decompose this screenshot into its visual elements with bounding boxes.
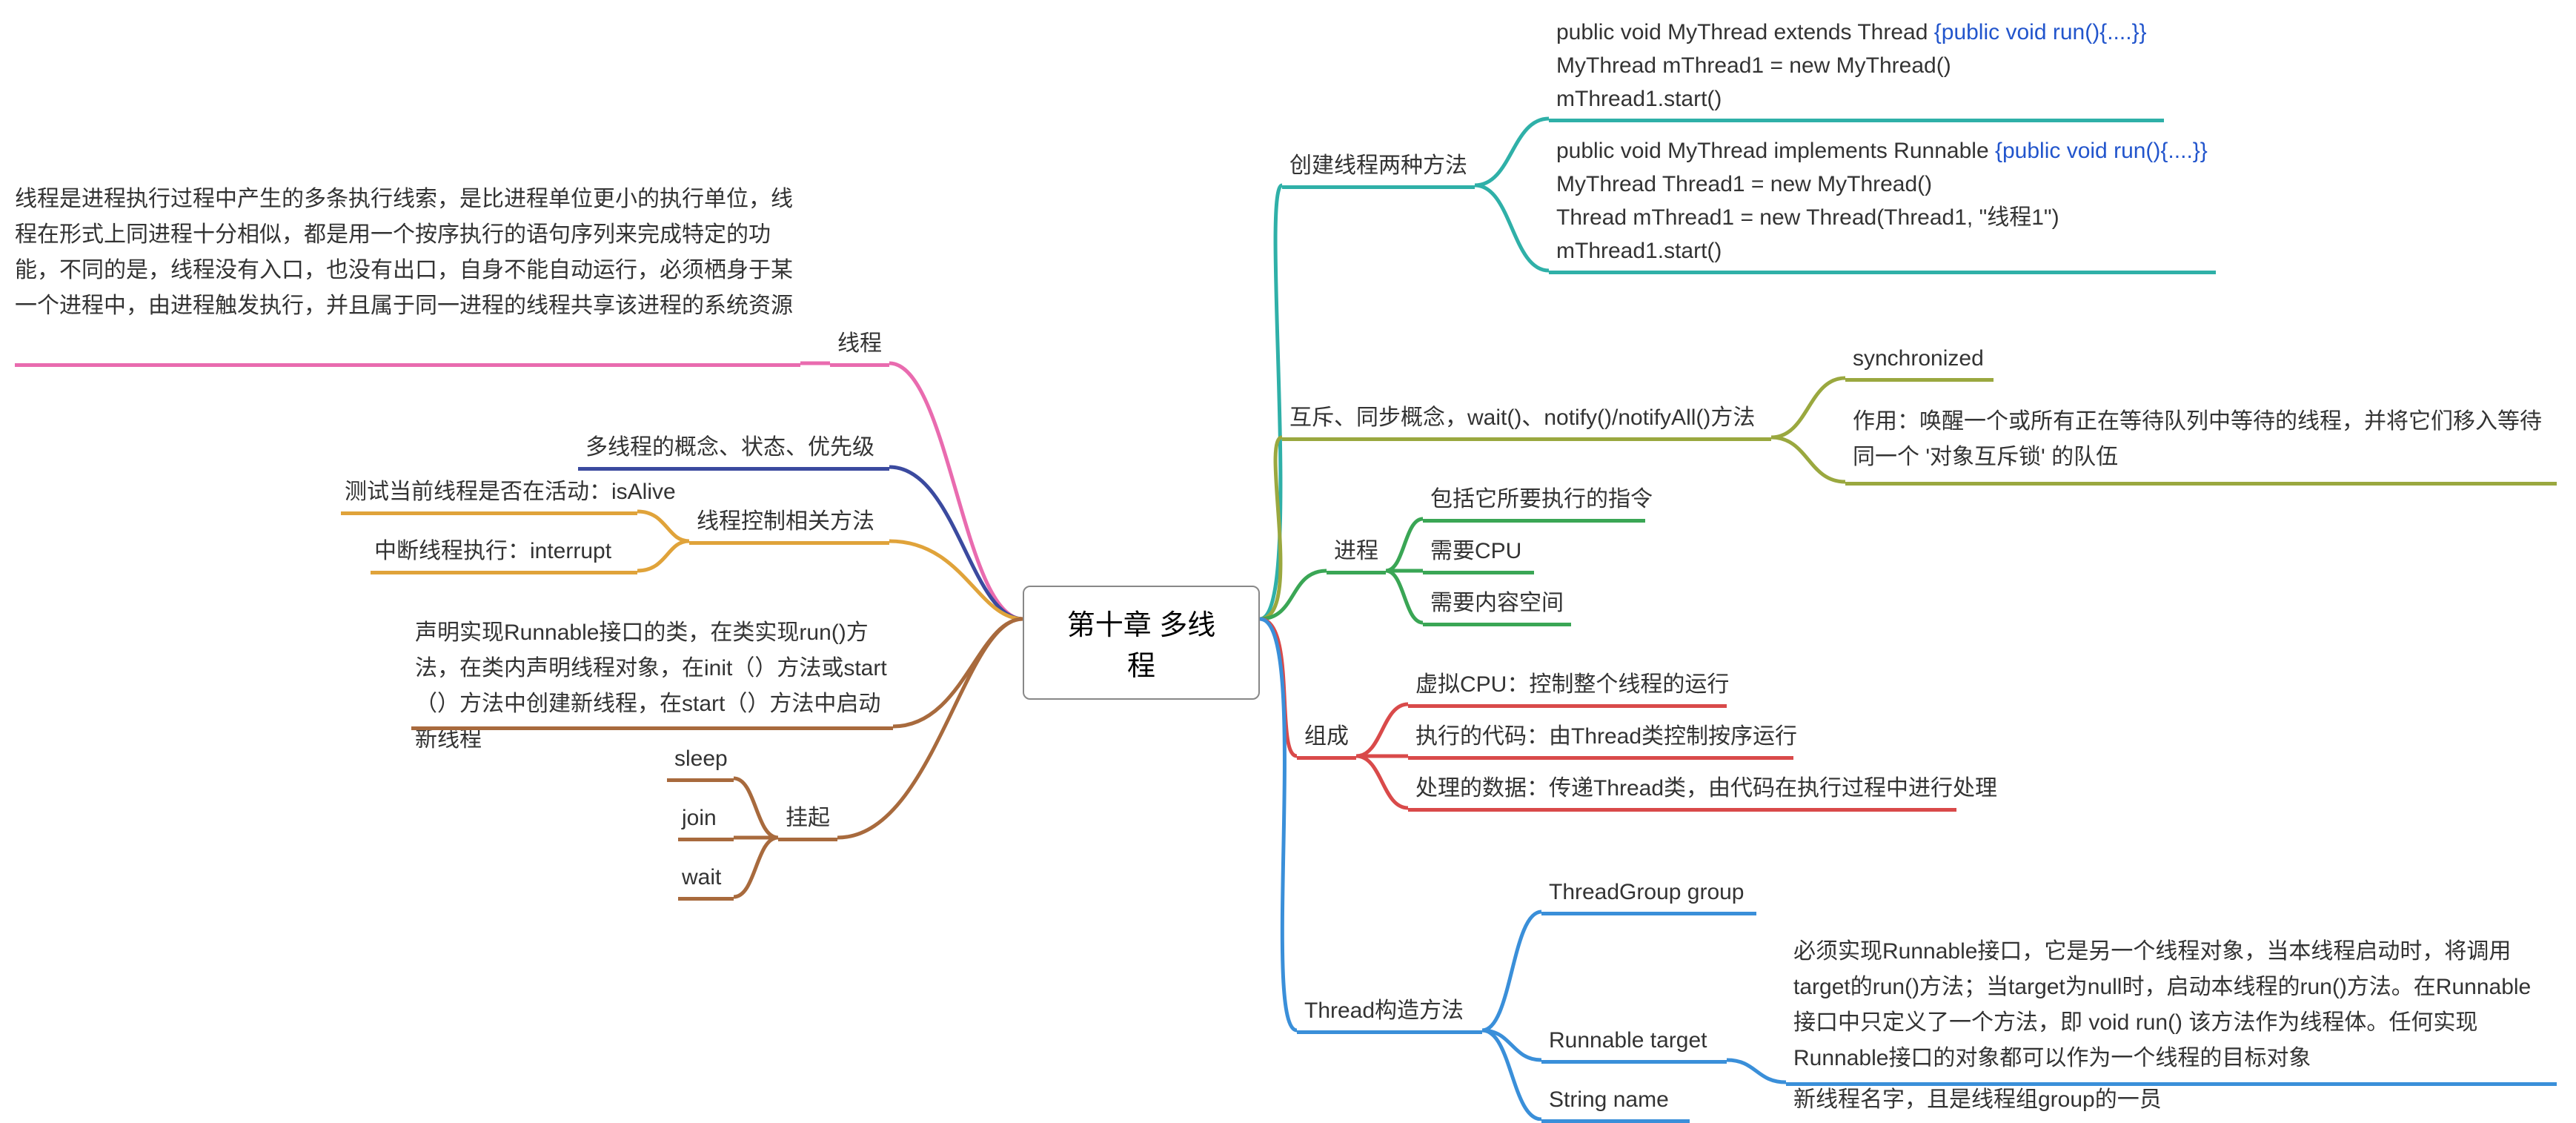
ul-c2 <box>1408 756 1793 760</box>
sleep-text: sleep <box>674 741 728 777</box>
ul-p1 <box>1423 519 1645 523</box>
comp-c2: 执行的代码：由Thread类控制按序运行 <box>1415 719 1797 755</box>
runnable-impl-text: 声明实现Runnable接口的类，在类实现run()方法，在类内声明线程对象，在… <box>415 615 889 758</box>
sync-text: synchronized <box>1853 341 1984 377</box>
process-c1: 包括它所要执行的指令 <box>1430 482 1653 517</box>
control-label[interactable]: 线程控制相关方法 <box>697 504 874 540</box>
ul-sleep <box>667 778 734 782</box>
cons-target-desc: 必须实现Runnable接口，它是另一个线程对象，当本线程启动时，将调用targ… <box>1793 934 2549 1076</box>
ul-mutex <box>1282 437 1771 441</box>
m2-l2: MyThread Thread1 = new MyThread() <box>1556 167 1932 202</box>
thread-definition-text: 线程是进程执行过程中产生的多条执行线索，是比进程单位更小的执行单位，线程在形式上… <box>15 182 793 324</box>
ul-join <box>678 838 734 841</box>
join-text: join <box>682 801 717 836</box>
ul-suspend <box>778 838 837 841</box>
m1-l3: mThread1.start() <box>1556 82 1722 117</box>
m1-l2: MyThread mThread1 = new MyThread() <box>1556 48 1951 84</box>
concepts-label[interactable]: 多线程的概念、状态、优先级 <box>585 430 874 466</box>
m2-l1: public void MyThread implements Runnable… <box>1556 133 2208 169</box>
ul-group <box>1541 912 1756 915</box>
ul-m1 <box>1549 119 2164 122</box>
ul-c1 <box>1408 704 1727 708</box>
ul-p3 <box>1423 623 1571 626</box>
ul-effect <box>1845 482 2557 486</box>
composition-label[interactable]: 组成 <box>1304 719 1349 755</box>
ul-wait <box>678 897 734 901</box>
ul-create <box>1282 185 1475 189</box>
m1-l1: public void MyThread extends Thread {pub… <box>1556 15 2147 50</box>
isalive-text: 测试当前线程是否在活动：isAlive <box>345 474 676 510</box>
ul-target <box>1541 1060 1727 1064</box>
process-c3: 需要内容空间 <box>1430 586 1564 621</box>
suspend-label[interactable]: 挂起 <box>786 801 830 836</box>
comp-c1: 虚拟CPU：控制整个线程的运行 <box>1415 667 1729 703</box>
ul-name <box>1541 1119 1690 1123</box>
wait-text: wait <box>682 860 721 895</box>
m2-l3: Thread mThread1 = new Thread(Thread1, "线… <box>1556 200 2059 236</box>
ul-cons <box>1297 1030 1482 1034</box>
ul-isalive <box>341 511 637 515</box>
comp-c3: 处理的数据：传递Thread类，由代码在执行过程中进行处理 <box>1415 771 1997 806</box>
thread-label[interactable]: 线程 <box>837 326 882 362</box>
ul-interrupt <box>371 571 637 574</box>
root-text: 第十章 多线程 <box>1067 610 1216 682</box>
cons-name-desc: 新线程名字，且是线程组group的一员 <box>1793 1082 2162 1118</box>
process-label[interactable]: 进程 <box>1334 534 1378 569</box>
process-c2: 需要CPU <box>1430 534 1521 569</box>
cons-name: String name <box>1549 1082 1669 1118</box>
cons-target: Runnable target <box>1549 1023 1707 1059</box>
ul-m2 <box>1549 271 2216 274</box>
constructor-label[interactable]: Thread构造方法 <box>1304 993 1464 1029</box>
create-label[interactable]: 创建线程两种方法 <box>1289 148 1467 184</box>
mutex-label[interactable]: 互斥、同步概念，wait()、notify()/notifyAll()方法 <box>1289 400 1755 436</box>
root-node[interactable]: 第十章 多线程 <box>1023 586 1260 700</box>
ul-concepts <box>578 467 889 471</box>
interrupt-text: 中断线程执行：interrupt <box>374 534 611 569</box>
ul-c3 <box>1408 808 1956 812</box>
m2-l4: mThread1.start() <box>1556 233 1722 269</box>
ul-p2 <box>1423 571 1534 574</box>
ul-comp <box>1297 756 1356 760</box>
ul-sync <box>1845 378 1994 382</box>
mutex-effect-text: 作用：唤醒一个或所有正在等待队列中等待的线程，并将它们移入等待同一个 '对象互斥… <box>1853 404 2549 475</box>
cons-group: ThreadGroup group <box>1549 875 1745 910</box>
ul-process <box>1327 571 1386 574</box>
ul-thread <box>830 363 889 367</box>
ul-runnable <box>411 726 893 730</box>
ul-thread-def <box>15 363 800 367</box>
ul-control <box>689 541 889 545</box>
